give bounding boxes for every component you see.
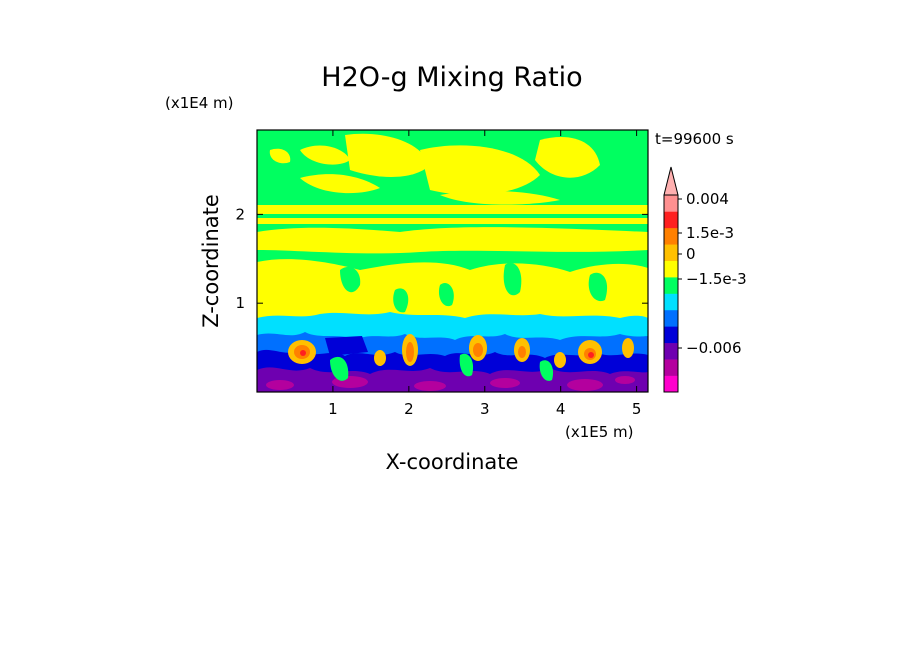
plot-frame [256, 129, 649, 393]
z2-band-green [257, 214, 648, 218]
y-tick-label: 1 [235, 294, 245, 312]
colorbar-label: 1.5e-3 [686, 224, 734, 242]
colorbar-label: −1.5e-3 [686, 270, 747, 288]
colorbar-frame [663, 194, 679, 393]
colorbar-bin [664, 342, 678, 360]
colorbar-bin [664, 326, 678, 344]
x-tick-label: 1 [328, 400, 338, 418]
y-axis: 12 [235, 205, 648, 312]
y-axis-label: Z-coordinate [199, 194, 223, 328]
colorbar-label: −0.006 [686, 339, 742, 357]
colorbar-bin [664, 359, 678, 376]
x-axis: 1 2 3 4 5 [328, 130, 641, 418]
colorbar-bin [664, 277, 678, 294]
upper-positive-blobs [269, 133, 600, 205]
x-tick-label: 2 [404, 400, 414, 418]
z2-band-yellow [257, 205, 648, 214]
surface-green-intrusions [330, 353, 554, 381]
colorbar-bin [664, 211, 678, 229]
colorbar-bin [664, 227, 678, 245]
x-tick-label: 4 [556, 400, 566, 418]
colorbar-label: 0 [686, 245, 696, 263]
chart-title: H2O-g Mixing Ratio [321, 62, 582, 93]
colorbar-bin [664, 244, 678, 261]
colorbar-bin [664, 375, 678, 393]
colorbar-bin [664, 260, 678, 278]
middle-green-gaps [340, 263, 608, 313]
y-unit-label: (x1E4 m) [165, 94, 234, 112]
time-label: t=99600 s [655, 130, 734, 148]
plume-core [300, 350, 594, 358]
surface-magenta-spots [266, 376, 635, 391]
y-tick-label: 2 [235, 205, 245, 223]
x-axis-label: X-coordinate [386, 450, 519, 474]
colorbar-bin [664, 195, 678, 212]
colorbar-bin [664, 309, 678, 327]
colorbar-bin [664, 293, 678, 311]
contour-field [257, 130, 648, 392]
x-tick-label: 3 [480, 400, 490, 418]
z2-band-yellow-lower [257, 218, 648, 224]
colorbar: 0.004 1.5e-3 0 −1.5e-3 −0.006 [663, 166, 747, 393]
x-tick-label: 5 [632, 400, 642, 418]
dark-blue-block [325, 336, 368, 356]
colorbar-label: 0.004 [686, 190, 729, 208]
colorbar-overflow-arrow [663, 166, 679, 196]
x-unit-label: (x1E5 m) [565, 423, 634, 441]
